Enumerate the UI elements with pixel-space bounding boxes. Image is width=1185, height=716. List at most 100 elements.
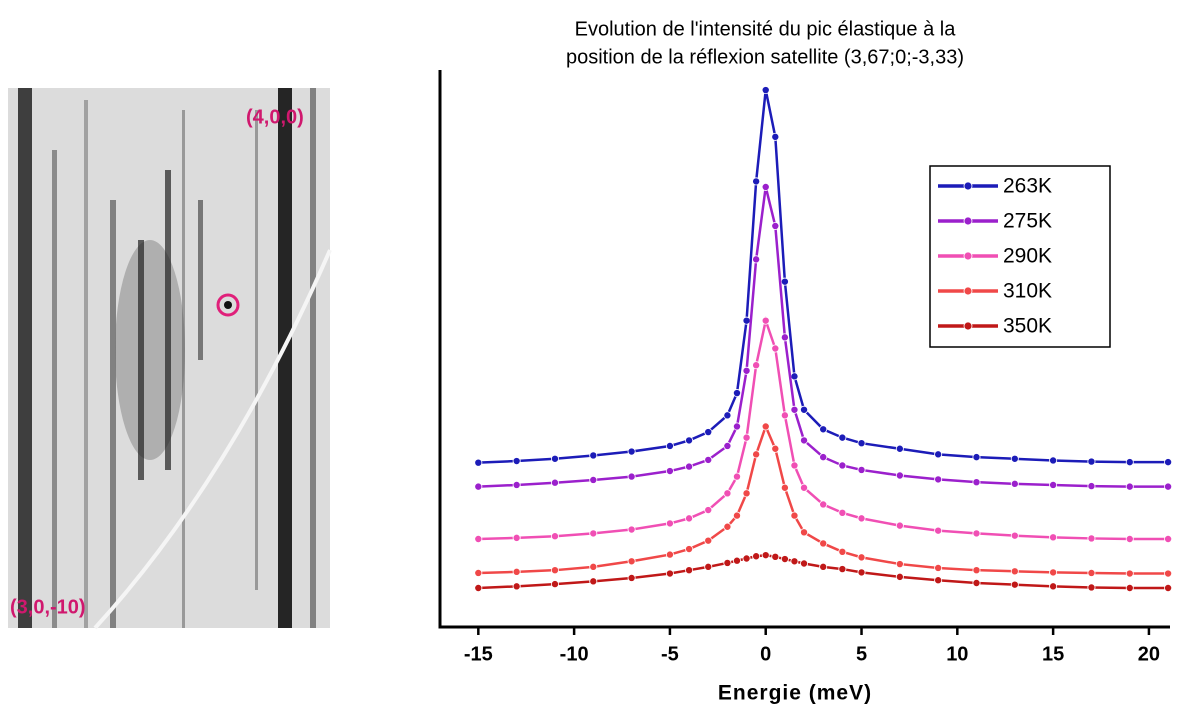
data-point — [1010, 454, 1019, 463]
streak — [278, 88, 292, 628]
data-point — [665, 550, 674, 559]
data-line — [478, 186, 1169, 488]
data-point — [771, 552, 780, 561]
legend-marker — [963, 216, 973, 226]
legend-label: 290K — [1003, 245, 1052, 268]
data-point — [550, 454, 559, 463]
data-point — [752, 450, 761, 459]
data-point — [790, 372, 799, 381]
data-point — [752, 177, 761, 186]
data-point — [732, 422, 741, 431]
data-point — [1010, 567, 1019, 576]
streak — [255, 110, 258, 590]
data-point — [895, 444, 904, 453]
data-point — [972, 566, 981, 575]
streak — [18, 88, 32, 628]
data-point — [704, 428, 713, 437]
x-tick-label: -10 — [560, 643, 589, 665]
data-point — [857, 439, 866, 448]
data-point — [819, 453, 828, 462]
chart-title: Evolution de l'intensité du pic élastiqu… — [575, 18, 957, 40]
data-point — [1125, 458, 1134, 467]
data-point — [550, 580, 559, 589]
data-point — [800, 559, 809, 568]
data-point — [704, 506, 713, 515]
data-point — [1125, 569, 1134, 578]
data-point — [1125, 584, 1134, 593]
data-point — [1125, 534, 1134, 543]
data-point — [857, 514, 866, 523]
data-point — [752, 255, 761, 264]
streak — [84, 100, 88, 628]
data-point — [589, 451, 598, 460]
data-point — [589, 475, 598, 484]
data-point — [1087, 457, 1096, 466]
legend-label: 263K — [1003, 175, 1052, 198]
legend-label: 350K — [1003, 315, 1052, 338]
data-point — [895, 572, 904, 581]
data-point — [819, 562, 828, 571]
data-point — [1049, 456, 1058, 465]
data-point — [665, 569, 674, 578]
data-point — [723, 522, 732, 531]
series — [474, 422, 1173, 578]
data-point — [723, 489, 732, 498]
legend-marker — [963, 251, 973, 261]
series — [474, 86, 1173, 467]
data-point — [665, 467, 674, 476]
data-point — [474, 584, 483, 593]
data-point — [752, 552, 761, 561]
streak — [198, 200, 203, 360]
data-point — [589, 562, 598, 571]
data-point — [665, 441, 674, 450]
data-point — [732, 389, 741, 398]
data-point — [780, 555, 789, 564]
data-point — [732, 556, 741, 565]
data-point — [742, 316, 751, 325]
data-point — [838, 461, 847, 470]
data-point — [723, 441, 732, 450]
data-point — [1164, 482, 1173, 491]
highlight-circle — [216, 293, 240, 317]
data-point — [550, 532, 559, 541]
data-point — [934, 526, 943, 535]
data-line — [478, 553, 1169, 590]
data-point — [742, 366, 751, 375]
legend-marker — [963, 321, 973, 331]
data-point — [512, 533, 521, 542]
streak — [310, 88, 316, 628]
streak — [138, 240, 144, 480]
streak — [110, 200, 116, 628]
data-point — [723, 411, 732, 420]
data-point — [857, 568, 866, 577]
data-point — [1164, 569, 1173, 578]
data-point — [771, 132, 780, 141]
x-tick-label: 15 — [1042, 643, 1064, 665]
legend-label: 310K — [1003, 280, 1052, 303]
data-point — [685, 462, 694, 471]
data-point — [685, 566, 694, 575]
data-point — [589, 529, 598, 538]
data-point — [512, 582, 521, 591]
data-point — [685, 514, 694, 523]
data-point — [704, 562, 713, 571]
data-point — [627, 573, 636, 582]
streak — [165, 170, 171, 470]
data-point — [685, 436, 694, 445]
data-point — [895, 521, 904, 530]
data-point — [732, 511, 741, 520]
data-point — [704, 536, 713, 545]
data-point — [857, 465, 866, 474]
data-point — [512, 457, 521, 466]
data-point — [972, 529, 981, 538]
data-point — [895, 471, 904, 480]
data-point — [934, 475, 943, 484]
data-point — [761, 551, 770, 560]
data-point — [800, 483, 809, 492]
data-point — [1087, 568, 1096, 577]
data-point — [800, 405, 809, 414]
x-tick-label: 10 — [946, 643, 968, 665]
data-point — [627, 447, 636, 456]
data-point — [627, 472, 636, 481]
data-point — [838, 565, 847, 574]
